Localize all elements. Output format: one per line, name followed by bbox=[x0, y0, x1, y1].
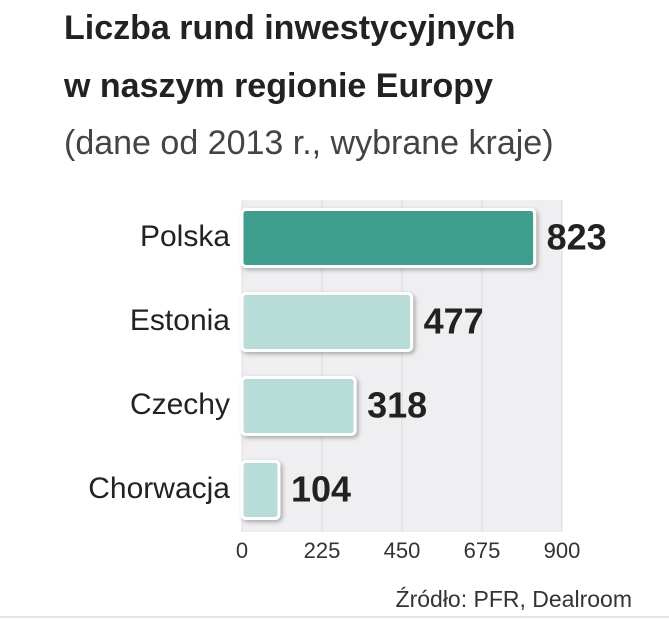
category-label: Polska bbox=[140, 220, 230, 253]
category-label: Estonia bbox=[130, 304, 230, 337]
value-label: 477 bbox=[424, 301, 484, 342]
bar bbox=[240, 292, 414, 352]
category-label: Chorwacja bbox=[88, 472, 230, 505]
x-tick-label: 450 bbox=[384, 538, 421, 563]
value-label: 318 bbox=[367, 385, 427, 426]
value-label: 823 bbox=[547, 217, 607, 258]
x-tick-label: 675 bbox=[464, 538, 501, 563]
chart-title: Liczba rund inwestycyjnych bbox=[64, 9, 516, 47]
category-label: Czechy bbox=[130, 388, 230, 421]
chart-title: w naszym regionie Europy bbox=[63, 67, 493, 105]
value-label: 104 bbox=[291, 469, 351, 510]
bar bbox=[240, 460, 281, 520]
source: Źródło: PFR, Dealroom bbox=[396, 586, 632, 612]
chart-subtitle: (dane od 2013 r., wybrane kraje) bbox=[64, 124, 554, 162]
bar bbox=[240, 208, 537, 268]
x-tick-label: 0 bbox=[236, 538, 248, 563]
x-tick-label: 900 bbox=[544, 538, 581, 563]
bar bbox=[240, 376, 357, 436]
x-tick-label: 225 bbox=[304, 538, 341, 563]
